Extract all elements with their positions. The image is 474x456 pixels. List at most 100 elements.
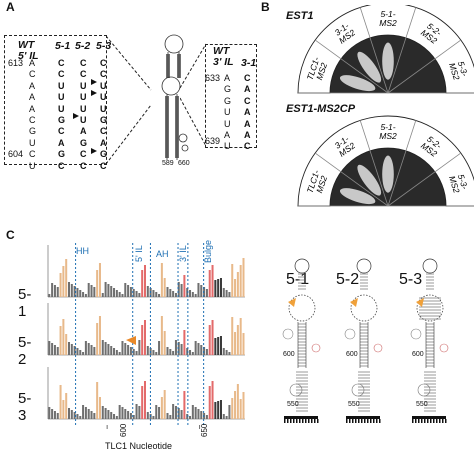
reactivity-bar [239,318,242,355]
reactivity-bar [124,283,127,297]
reactivity-bar [93,287,96,297]
m51-nt: A [58,137,65,148]
helix-tooth [361,419,363,423]
reactivity-bar [65,259,68,297]
helix-base [284,416,318,419]
internal-loop [350,294,378,322]
reactivity-bar [191,405,194,419]
reactivity-bar [115,290,118,297]
reactivity-bar [98,263,101,297]
reactivity-bar [197,409,200,419]
reactivity-bar [236,272,239,297]
reactivity-bar [208,386,211,419]
reactivity-bar [234,279,237,297]
reactivity-bar [208,325,211,355]
reactivity-bar [82,292,85,297]
reactivity-bar [87,283,90,297]
plate1-title: EST1 [286,10,314,22]
wt-label: WT [18,39,35,51]
wt-3il-header: WT 3' IL [213,46,234,68]
reactivity-bar [158,294,161,297]
reactivity-bar [231,264,234,297]
reactivity-bar [138,340,141,355]
reactivity-bar [158,341,161,355]
reactivity-bar [53,285,56,297]
helix-tooth [445,419,447,423]
reactivity-bar [101,406,104,419]
reactivity-bar [174,293,177,297]
helix-tooth [376,419,378,423]
reactivity-bar [222,414,225,419]
reactivity-bar [107,410,110,419]
x-tick-650: 650 [200,423,209,437]
reactivity-bar [174,340,177,355]
reactivity-bar [186,288,189,297]
3il-label: 3' IL [213,56,234,68]
reactivity-bar [118,352,121,355]
helix-tooth [430,419,432,423]
reactivity-bar [194,294,197,297]
reactivity-bar [138,293,141,297]
m52-nt: G [80,137,88,148]
reactivity-bar [110,412,113,419]
m53-nt: U [100,80,107,91]
reactivity-bar [155,405,158,419]
helix-tooth [427,419,429,423]
m51-nt: U [58,103,65,114]
reactivity-bar [121,407,124,419]
sector-label-text: MS2 [379,131,397,141]
reactivity-bar [163,278,166,297]
reactivity-bar [113,348,116,355]
reactivity-bar [222,348,225,355]
reactivity-bar [231,398,234,419]
tlc1-hairpin-schematic [161,34,189,160]
m53-nt: G [100,115,108,126]
sector-divider [387,120,417,207]
reactivity-bar [129,347,132,355]
x-tick-600: 600 [119,423,128,437]
reactivity-bar [166,287,169,297]
helix-tooth [358,419,360,423]
m53-nt: C [100,160,107,171]
m52-nt: C [80,69,87,80]
yeast-growth [382,155,394,193]
reactivity-bar [107,284,110,297]
reactivity-bar [135,404,138,419]
reactivity-bar [217,279,220,297]
reactivity-bar [48,407,51,419]
struct-title-5-1: 5-1 [286,271,310,288]
wt-5il-header: WT 5' IL [18,40,39,62]
reactivity-bar [197,343,200,355]
reactivity-bar [68,282,71,297]
hairpin-loop [356,258,372,274]
helix-tooth [308,419,310,423]
structure-1 [282,258,321,423]
m31-nt: C [244,141,251,152]
reactivity-bar [222,288,225,297]
reactivity-bar [62,266,65,297]
reactivity-bar [234,391,237,419]
reactivity-bar [172,404,175,419]
reactivity-bar [68,408,71,419]
reactivity-bar [96,270,99,297]
plate-label-ring [297,115,474,207]
sector-label: 5-1-MS2 [379,122,397,141]
yeast-growth [357,51,382,83]
m53-nt: C [100,126,107,137]
reactivity-bar [129,413,132,419]
m52-nt: C [80,160,87,171]
helix-tooth [296,419,298,423]
reactivity-bar [68,342,71,355]
reactivity-bar [194,341,197,355]
wt-3il-nt: A [224,73,231,83]
reactivity-bar [132,415,135,419]
wt-5il-nt: C [29,149,36,160]
reactivity-bar [205,349,208,355]
m52-nt: C [80,149,87,160]
wt-3il-nt: G [224,84,232,95]
reactivity-bar [113,414,116,419]
reactivity-bar [107,344,110,355]
reactivity-bar [183,391,186,419]
